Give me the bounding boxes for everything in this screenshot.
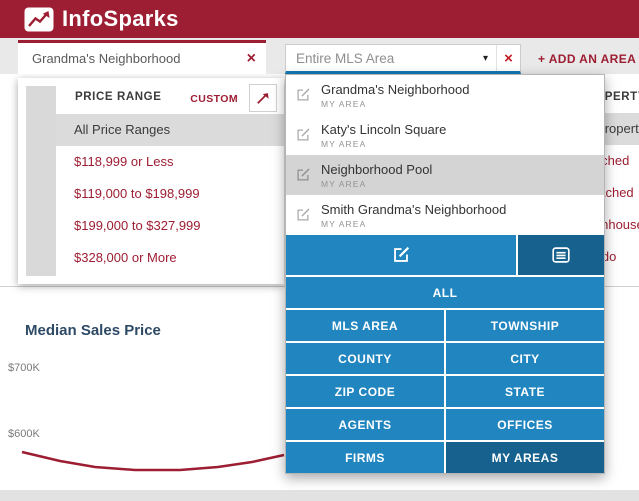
add-area-button[interactable]: + ADD AN AREA [538,52,637,66]
list-view-button[interactable] [518,235,604,275]
area-option-grandmas-neighborhood[interactable]: Grandma's Neighborhood MY AREA [286,75,604,115]
price-item-328000-or-more[interactable]: $328,000 or More [56,242,284,274]
list-icon [552,247,570,263]
remove-area-button[interactable]: × [496,45,520,71]
area-name: Katy's Lincoln Square [321,121,447,137]
price-range-list: All Price Ranges $118,999 or Less $119,0… [56,114,284,274]
tab-bar: Grandma's Neighborhood × Entire MLS Area… [0,38,639,74]
category-firms[interactable]: FIRMS [286,442,444,473]
price-item-199000-to-327999[interactable]: $199,000 to $327,999 [56,210,284,242]
edit-pencil-icon [297,128,310,141]
category-agents[interactable]: AGENTS [286,409,444,440]
y-axis-label-700k: $700K [8,362,40,374]
custom-range-button[interactable] [249,84,277,112]
area-name: Neighborhood Pool [321,161,433,177]
app-header: InfoSparks [0,0,639,38]
price-slider-strip[interactable] [26,86,56,276]
category-all[interactable]: ALL [286,277,604,308]
area-tag: MY AREA [321,138,367,149]
category-offices[interactable]: OFFICES [446,409,604,440]
price-item-119000-to-198999[interactable]: $119,000 to $198,999 [56,178,284,210]
area-category-grid: ALL MLS AREA TOWNSHIP COUNTY CITY ZIP CO… [286,277,604,473]
price-trend-line [21,450,285,472]
edit-pencil-icon [297,88,310,101]
price-range-panel: PRICE RANGE CUSTOM All Price Ranges $118… [18,78,284,284]
custom-label[interactable]: CUSTOM [190,93,238,105]
price-panel-title: PRICE RANGE [75,91,162,103]
edit-pencil-icon [297,208,310,221]
chevron-down-icon: ▾ [482,52,488,64]
area-option-smith-grandmas-neighborhood[interactable]: Smith Grandma's Neighborhood MY AREA [286,195,604,235]
chart-title: Median Sales Price [25,322,161,339]
price-item-all-price-ranges[interactable]: All Price Ranges [56,114,284,146]
area-option-katys-lincoln-square[interactable]: Katy's Lincoln Square MY AREA [286,115,604,155]
area-tag: MY AREA [321,98,367,109]
brand-chart-icon [24,7,54,31]
custom-arrow-icon [257,93,269,104]
edit-pencil-icon [297,168,310,181]
compose-icon [394,246,410,262]
y-axis-label-600k: $600K [8,428,40,440]
category-city[interactable]: CITY [446,343,604,374]
area-select[interactable]: Entire MLS Area ▾ [286,45,496,71]
edit-areas-button[interactable] [286,235,516,275]
category-state[interactable]: STATE [446,376,604,407]
tab-label: Grandma's Neighborhood [32,51,181,66]
category-mls-area[interactable]: MLS AREA [286,310,444,341]
category-county[interactable]: COUNTY [286,343,444,374]
tab-grandmas-neighborhood[interactable]: Grandma's Neighborhood × [18,40,266,74]
area-tag: MY AREA [321,218,367,229]
tab-close-icon[interactable]: × [246,49,256,67]
brand-name: InfoSparks [62,6,179,31]
close-icon: × [504,49,513,67]
area-option-neighborhood-pool[interactable]: Neighborhood Pool MY AREA [286,155,604,195]
bottom-strip [0,490,639,501]
area-dropdown-toolbar [286,235,604,275]
brand-logo[interactable]: InfoSparks [24,6,179,32]
category-zip-code[interactable]: ZIP CODE [286,376,444,407]
area-select-value: Entire MLS Area [296,50,395,66]
area-dropdown: Grandma's Neighborhood MY AREA Katy's Li… [285,74,605,474]
category-my-areas[interactable]: MY AREAS [446,442,604,473]
price-item-118999-or-less[interactable]: $118,999 or Less [56,146,284,178]
area-name: Grandma's Neighborhood [321,81,470,97]
area-select-group: Entire MLS Area ▾ × [285,44,521,74]
category-township[interactable]: TOWNSHIP [446,310,604,341]
area-name: Smith Grandma's Neighborhood [321,201,507,217]
area-tag: MY AREA [321,178,367,189]
